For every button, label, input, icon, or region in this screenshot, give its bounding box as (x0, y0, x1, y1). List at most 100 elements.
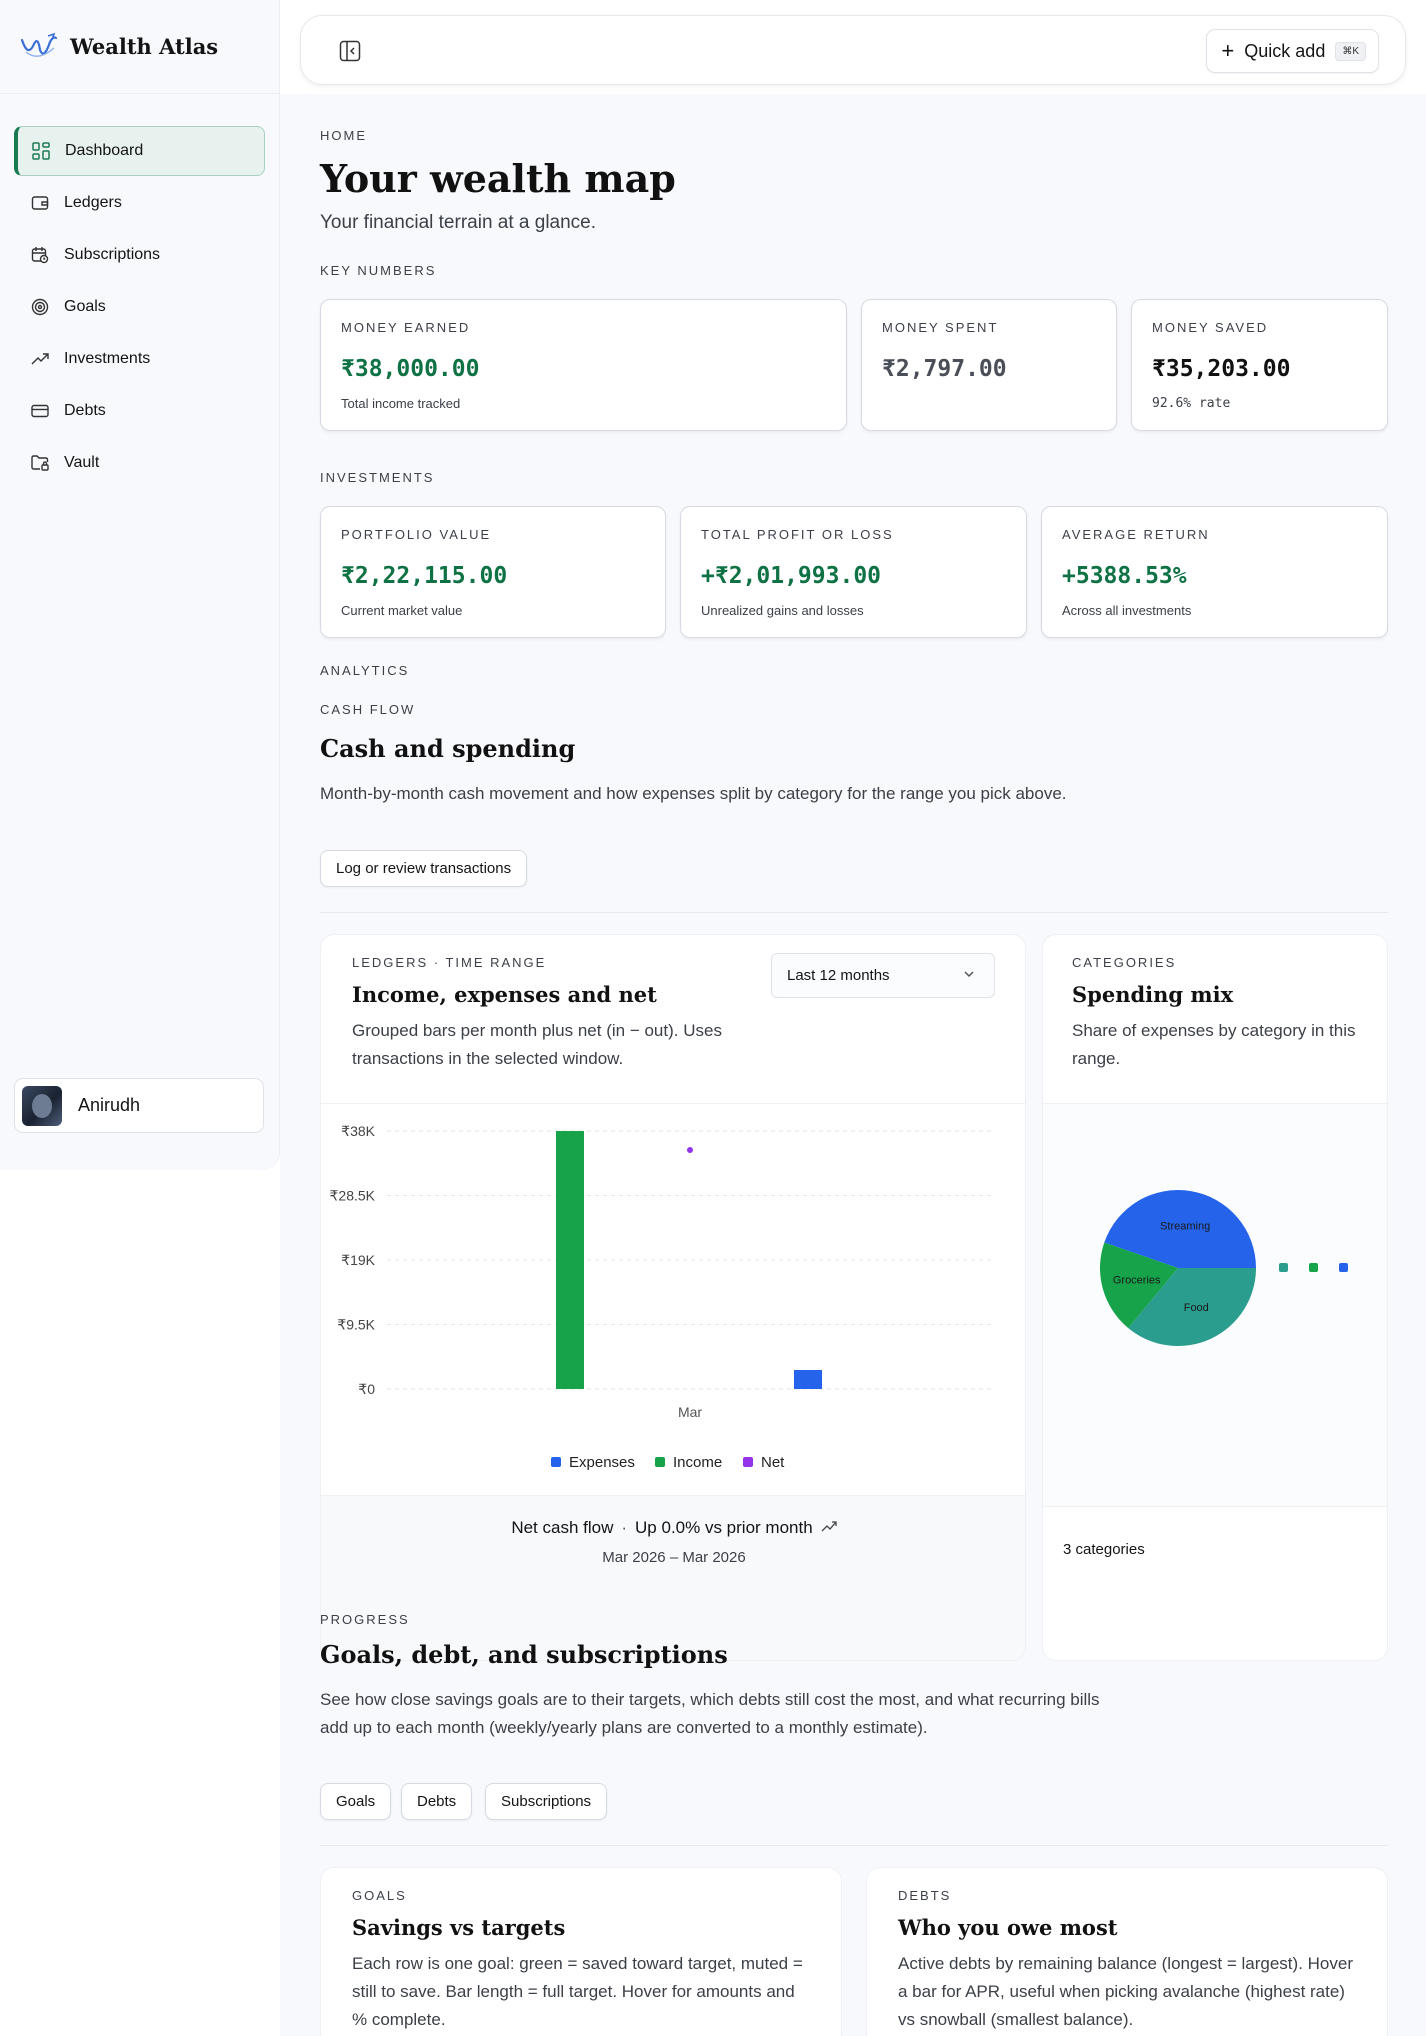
sidebar-toggle-icon[interactable] (339, 40, 361, 62)
net-point[interactable] (687, 1146, 693, 1153)
avatar (22, 1085, 62, 1126)
main-content: HOME Your wealth map Your financial terr… (280, 94, 1426, 2036)
sidebar-item-label: Debts (64, 402, 106, 419)
wealth-atlas-logo-icon (20, 32, 58, 57)
y-tick-label: ₹28.5K (330, 1188, 376, 1204)
sidebar-item-goals[interactable]: Goals (14, 282, 265, 332)
money-spent-card: MONEY SPENT ₹2,797.00 (861, 299, 1117, 431)
pie-legend-marker (1339, 1263, 1348, 1272)
time-range-select[interactable]: Last 12 months (771, 953, 995, 998)
legend-label: Expenses (569, 1454, 635, 1471)
separator-dot: · (621, 1518, 628, 1537)
legend-swatch (655, 1457, 665, 1467)
user-menu[interactable]: Anirudh (14, 1078, 264, 1133)
total-profit-card: TOTAL PROFIT OR LOSS +₹2,01,993.00 Unrea… (680, 506, 1027, 638)
target-icon (30, 297, 50, 317)
sidebar-item-label: Goals (64, 298, 106, 315)
panel-description: Grouped bars per month plus net (in − ou… (352, 1021, 722, 1068)
panel-description: Active debts by remaining balance (longe… (898, 1954, 1353, 2029)
card-label: TOTAL PROFIT OR LOSS (701, 527, 894, 542)
divider (1043, 1103, 1387, 1104)
panel-title: Income, expenses and net (352, 982, 657, 1007)
expense-bar[interactable] (794, 1370, 822, 1389)
chart-footer (321, 1496, 1025, 1660)
card-label: PORTFOLIO VALUE (341, 527, 492, 542)
divider (321, 1103, 1025, 1104)
credit-card-icon (30, 401, 50, 421)
divider (320, 912, 1388, 913)
panel-title: Who you owe most (898, 1915, 1118, 1940)
legend-label: Income (673, 1454, 722, 1471)
sidebar-item-label: Ledgers (64, 194, 122, 211)
card-note: Unrealized gains and losses (701, 603, 864, 618)
wallet-icon (30, 193, 50, 213)
income-expense-chart: ₹38K ₹28.5K ₹19K ₹9.5K ₹0 Mar Expenses Income Ne… (330, 1123, 993, 1471)
key-numbers-label: KEY NUMBERS (320, 263, 437, 278)
card-note: Total income tracked (341, 396, 461, 411)
sidebar-item-debts[interactable]: Debts (14, 386, 265, 436)
income-bar[interactable] (556, 1131, 584, 1389)
total-profit-value: +₹2,01,993.00 (701, 563, 882, 589)
pie-slice-streaming[interactable] (1104, 1190, 1256, 1268)
pie-slice-groceries[interactable] (1100, 1242, 1178, 1329)
plus-icon: + (1221, 38, 1235, 63)
quick-add-label: Quick add (1244, 40, 1326, 61)
progress-description: See how close savings goals are to their… (320, 1690, 1100, 1737)
sidebar-item-label: Subscriptions (64, 246, 161, 263)
sidebar-item-investments[interactable]: Investments (14, 334, 265, 384)
divider (321, 1495, 1025, 1496)
time-range-value: Last 12 months (787, 967, 890, 984)
legend-item-net: Net (743, 1454, 785, 1471)
panel-eyebrow: GOALS (352, 1888, 407, 1903)
net-cash-flow-label: Net cash flow (511, 1518, 614, 1537)
brand[interactable]: Wealth Atlas (0, 0, 279, 94)
date-range-label: Mar 2026 – Mar 2026 (602, 1549, 746, 1566)
dashboard-grid-icon (31, 141, 51, 161)
y-tick-label: ₹0 (358, 1381, 375, 1397)
sidebar-item-ledgers[interactable]: Ledgers (14, 178, 265, 228)
log-transactions-button[interactable]: Log or review transactions (320, 850, 528, 887)
panel-eyebrow: DEBTS (898, 1888, 952, 1903)
average-return-value: +5388.53% (1062, 563, 1187, 589)
sidebar-item-vault[interactable]: Vault (14, 438, 265, 488)
card-note: Current market value (341, 603, 463, 618)
card-note: Across all investments (1062, 603, 1192, 618)
subscriptions-tab-button[interactable]: Subscriptions (485, 1783, 608, 1820)
panel-eyebrow: LEDGERS · TIME RANGE (352, 955, 547, 970)
app-name: Wealth Atlas (70, 34, 219, 59)
spending-mix-panel: CATEGORIES Spending mix Share of expense… (1042, 934, 1388, 1661)
y-tick-label: ₹9.5K (337, 1317, 375, 1333)
legend-swatch (551, 1457, 561, 1467)
net-cash-flow-summary: Net cash flow · Up 0.0% vs prior month (321, 1518, 1025, 1538)
legend-item-expenses: Expenses (551, 1454, 635, 1471)
pie-label: Groceries (1113, 1275, 1161, 1287)
category-count: 3 categories (1063, 1541, 1145, 1558)
sidebar-nav: Dashboard Ledgers Subscriptions Goals In… (0, 94, 279, 488)
pie-slice-food[interactable] (1128, 1268, 1256, 1346)
cash-section-description: Month-by-month cash movement and how exp… (320, 784, 1067, 803)
sidebar-item-label: Investments (64, 350, 151, 367)
goals-tab-button[interactable]: Goals (320, 1783, 392, 1820)
investments-label: INVESTMENTS (320, 470, 435, 485)
cash-section-title: Cash and spending (320, 734, 576, 763)
card-label: MONEY SAVED (1152, 320, 1269, 335)
portfolio-value-card: PORTFOLIO VALUE ₹2,22,115.00 Current mar… (320, 506, 666, 638)
sidebar-item-subscriptions[interactable]: Subscriptions (14, 230, 265, 280)
sidebar-item-dashboard[interactable]: Dashboard (14, 126, 265, 176)
page-subtitle: Your financial terrain at a glance. (320, 212, 597, 233)
pie-label: Food (1184, 1302, 1209, 1314)
portfolio-value: ₹2,22,115.00 (341, 563, 508, 589)
panel-description: Each row is one goal: green = saved towa… (352, 1954, 803, 2029)
card-label: MONEY EARNED (341, 320, 471, 335)
goals-panel: GOALS Savings vs targets Each row is one… (320, 1867, 842, 2036)
page-title: Your wealth map (320, 156, 676, 201)
sidebar-item-label: Dashboard (65, 142, 144, 159)
money-saved-value: ₹35,203.00 (1152, 356, 1291, 382)
y-tick-label: ₹38K (341, 1123, 375, 1139)
quick-add-button[interactable]: + Quick add ⌘K (1206, 29, 1379, 73)
money-saved-card: MONEY SAVED ₹35,203.00 92.6% rate (1131, 299, 1388, 431)
debts-tab-button[interactable]: Debts (401, 1783, 473, 1820)
trending-up-icon (821, 1518, 837, 1538)
legend-item-income: Income (655, 1454, 722, 1471)
calendar-clock-icon (30, 245, 50, 265)
